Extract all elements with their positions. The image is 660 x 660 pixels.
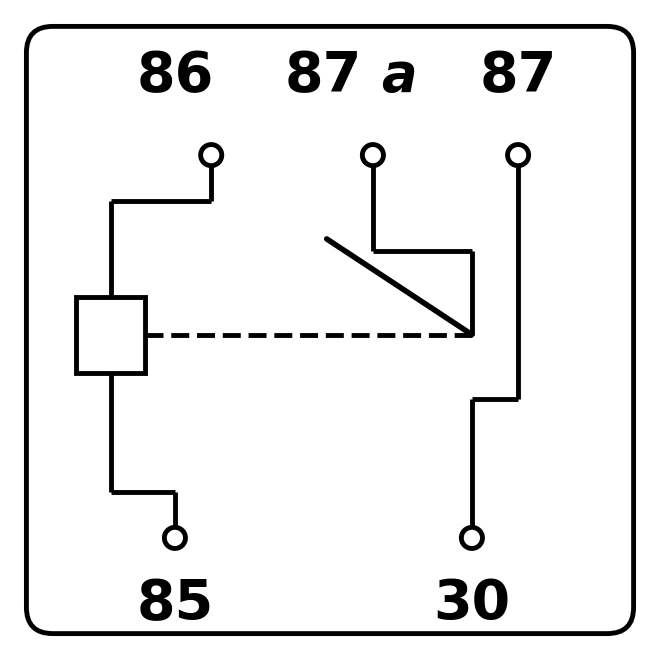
Text: 85: 85: [136, 577, 214, 631]
Circle shape: [164, 527, 185, 548]
FancyBboxPatch shape: [26, 26, 634, 634]
Bar: [76, 297, 145, 373]
Circle shape: [461, 527, 482, 548]
Circle shape: [362, 145, 383, 166]
Text: 87: 87: [284, 49, 362, 103]
Text: a: a: [381, 50, 417, 102]
Text: 87: 87: [479, 49, 557, 103]
Text: 86: 86: [136, 49, 214, 103]
Circle shape: [201, 145, 222, 166]
Text: 30: 30: [434, 577, 510, 631]
Circle shape: [508, 145, 529, 166]
